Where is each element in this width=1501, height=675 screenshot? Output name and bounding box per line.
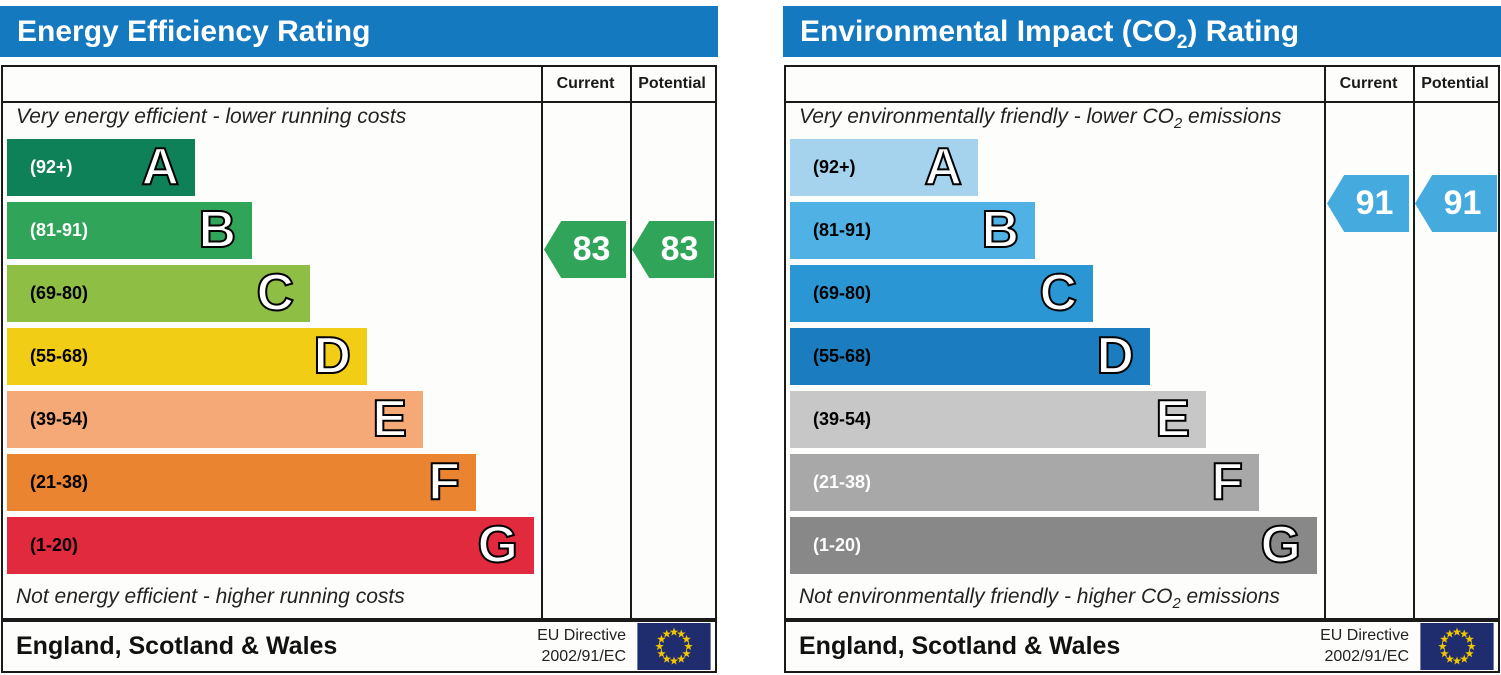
eu-directive-label: EU Directive 2002/91/EC	[1320, 626, 1418, 668]
band-row-c: (69-80) C	[7, 264, 310, 323]
band-row-d: (55-68) D	[790, 327, 1150, 386]
current-column-divider	[1324, 67, 1326, 618]
bottom-note-text: Not energy efficient - higher running co…	[16, 585, 405, 608]
top-note: Very environmentally friendly - lower CO…	[799, 105, 1282, 133]
chart-title-text: Environmental Impact (CO	[800, 15, 1177, 48]
current-column-header: Current	[556, 75, 615, 92]
band-range-label: (92+)	[813, 157, 856, 177]
top-note-text: Very environmentally friendly - lower CO	[799, 105, 1175, 128]
potential-column-header: Potential	[638, 75, 706, 92]
current-rating-value: 83	[572, 230, 611, 268]
potential-rating-arrow: 91	[1415, 175, 1497, 232]
rating-table: Current Potential Very energy efficient …	[1, 65, 717, 620]
top-note: Very energy efficient - lower running co…	[16, 105, 406, 129]
band-letter: F	[1210, 453, 1244, 512]
bottom-note: Not energy efficient - higher running co…	[16, 585, 405, 609]
current-column-header: Current	[1339, 75, 1398, 92]
band-range-label: (21-38)	[30, 472, 89, 492]
table-header-row	[786, 67, 1498, 103]
band-letter: D	[312, 327, 352, 386]
band-row-e: (39-54) E	[790, 390, 1206, 449]
potential-rating-value: 91	[1443, 184, 1482, 222]
band-row-g: (1-20) G	[790, 516, 1317, 575]
band-letter: A	[923, 138, 963, 197]
potential-rating-value: 83	[660, 230, 699, 268]
band-range-label: (21-38)	[813, 472, 872, 492]
top-note-text-post: emissions	[1182, 105, 1282, 128]
eu-directive-line2: 2002/91/EC	[541, 647, 626, 665]
potential-column-divider	[630, 67, 632, 618]
top-note-text: Very energy efficient - lower running co…	[16, 105, 407, 128]
region-label: England, Scotland & Wales	[799, 632, 1121, 660]
eu-flag-icon	[637, 623, 711, 670]
band-letter: B	[197, 201, 237, 260]
table-header-row	[3, 67, 715, 103]
current-column-divider	[541, 67, 543, 618]
potential-column-divider	[1413, 67, 1415, 618]
footer-bar: England, Scotland & Wales EU Directive 2…	[784, 620, 1500, 673]
environmental-impact-co2-rating-chart: Environmental Impact (CO2) Rating Curren…	[783, 0, 1501, 675]
chart-title: Energy Efficiency Rating	[17, 15, 370, 48]
eu-directive-label: EU Directive 2002/91/EC	[537, 626, 635, 668]
band-letter: C	[1038, 264, 1078, 323]
band-letter: E	[1154, 390, 1191, 449]
chart-title-subscript: 2	[1176, 32, 1188, 53]
band-letter: G	[477, 516, 519, 575]
band-row-a: (92+) A	[790, 138, 978, 197]
rating-table: Current Potential Very environmentally f…	[784, 65, 1500, 620]
eu-directive-line2: 2002/91/EC	[1324, 647, 1409, 665]
band-letter: B	[980, 201, 1020, 260]
chart-title-bar: Energy Efficiency Rating	[0, 6, 718, 57]
band-range-label: (81-91)	[813, 220, 872, 240]
band-row-b: (81-91) B	[7, 201, 252, 260]
band-range-label: (1-20)	[813, 535, 862, 555]
band-letter: E	[371, 390, 408, 449]
chart-title-bar: Environmental Impact (CO2) Rating	[783, 6, 1501, 57]
footer-bar: England, Scotland & Wales EU Directive 2…	[1, 620, 717, 673]
band-letter: F	[427, 453, 461, 512]
band-letter: A	[140, 138, 180, 197]
band-row-f: (21-38) F	[7, 453, 476, 512]
band-range-label: (69-80)	[30, 283, 89, 303]
band-range-label: (55-68)	[813, 346, 872, 366]
bottom-note: Not environmentally friendly - higher CO…	[799, 585, 1280, 613]
bottom-note-text: Not environmentally friendly - higher CO	[799, 585, 1173, 608]
band-list: (92+) A (81-91) B (69-80) C (55-68) D (3…	[790, 138, 1317, 580]
chart-title-text-post: ) Rating	[1187, 15, 1300, 48]
band-list: (92+) A (81-91) B (69-80) C (55-68) D (3…	[7, 138, 534, 580]
band-row-e: (39-54) E	[7, 390, 423, 449]
band-row-c: (69-80) C	[790, 264, 1093, 323]
band-range-label: (39-54)	[30, 409, 89, 429]
band-row-b: (81-91) B	[790, 201, 1035, 260]
eu-directive-line1: EU Directive	[1320, 626, 1409, 644]
band-row-a: (92+) A	[7, 138, 195, 197]
band-row-d: (55-68) D	[7, 327, 367, 386]
chart-title: Environmental Impact (CO2) Rating	[800, 15, 1300, 52]
potential-column-header: Potential	[1421, 75, 1489, 92]
current-rating-arrow: 91	[1327, 175, 1409, 232]
band-range-label: (1-20)	[30, 535, 79, 555]
band-letter: C	[255, 264, 295, 323]
eu-directive-line1: EU Directive	[537, 626, 626, 644]
band-row-f: (21-38) F	[790, 453, 1259, 512]
region-label: England, Scotland & Wales	[16, 632, 338, 660]
band-range-label: (92+)	[30, 157, 73, 177]
current-rating-value: 91	[1355, 184, 1394, 222]
top-note-subscript: 2	[1174, 116, 1183, 133]
bottom-note-subscript: 2	[1172, 596, 1181, 613]
band-row-g: (1-20) G	[7, 516, 534, 575]
energy-efficiency-rating-chart: Energy Efficiency Rating Current Potenti…	[0, 0, 718, 675]
potential-rating-arrow: 83	[632, 221, 714, 278]
band-letter: D	[1095, 327, 1135, 386]
band-letter: G	[1260, 516, 1302, 575]
chart-title-text: Energy Efficiency Rating	[17, 15, 371, 48]
band-range-label: (81-91)	[30, 220, 89, 240]
current-rating-arrow: 83	[544, 221, 626, 278]
band-range-label: (69-80)	[813, 283, 872, 303]
band-range-label: (55-68)	[30, 346, 89, 366]
eu-flag-icon	[1420, 623, 1494, 670]
band-range-label: (39-54)	[813, 409, 872, 429]
bottom-note-text-post: emissions	[1180, 585, 1280, 608]
